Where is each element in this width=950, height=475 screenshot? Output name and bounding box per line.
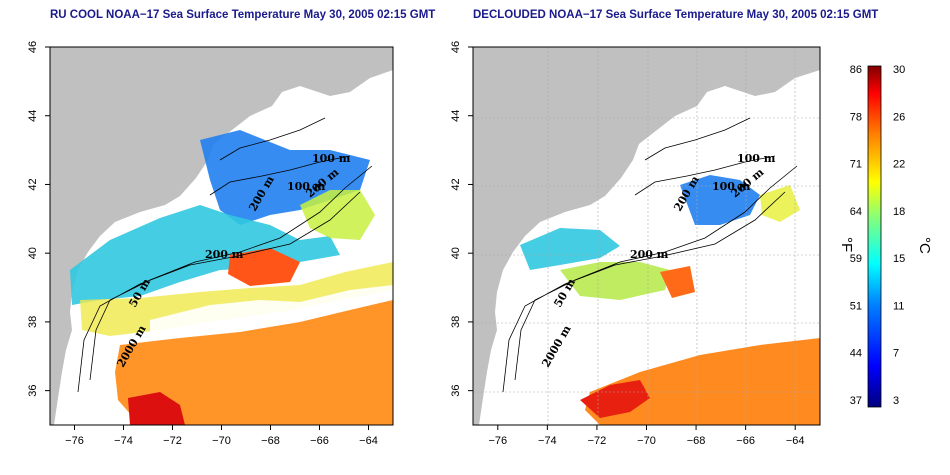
- colorbar-fahrenheit-tick: 64: [850, 206, 862, 218]
- right-graticule: [473, 47, 820, 425]
- right-ocean-red-core: [580, 380, 650, 418]
- left-ocean-cold-shelf: [200, 130, 370, 225]
- left-y-tick-label: 36: [27, 385, 39, 397]
- left-x-tick-label: −66: [310, 435, 329, 447]
- left-ocean-green-patch: [300, 190, 375, 240]
- left-contour-lines: [77, 117, 373, 393]
- left-sst-map: 100 m 100 m 200 m 200 m 200 m 2000 m 50 …: [50, 47, 393, 425]
- left-x-tick-label: −70: [212, 435, 231, 447]
- left-ocean-red-slope: [228, 248, 300, 286]
- colorbar-fahrenheit-label: °F: [838, 237, 855, 252]
- left-x-tick-label: −72: [163, 435, 182, 447]
- right-ocean-warm-body: [585, 338, 820, 425]
- colorbar-celsius-tick: 30: [893, 64, 905, 76]
- colorbar-celsius-tick: 3: [893, 395, 899, 407]
- colorbar-fahrenheit-tick: 59: [850, 253, 862, 265]
- right-map-title: DECLOUDED NOAA−17 Sea Surface Temperatur…: [473, 9, 879, 21]
- left-contour-label-200m-a: 200 m: [205, 248, 244, 261]
- left-ocean-teal-band: [70, 205, 340, 305]
- right-x-tick-label: −64: [786, 435, 805, 447]
- right-x-tick-label: −76: [488, 435, 507, 447]
- right-x-tick-label: −70: [637, 435, 656, 447]
- right-land-mass: [473, 47, 820, 425]
- colorbar-celsius-tick: 22: [893, 159, 905, 171]
- colorbar-fahrenheit-tick: 78: [850, 111, 862, 123]
- colorbar-celsius-tick: 26: [893, 111, 905, 123]
- left-contour-label-100m-a: 100 m: [312, 152, 351, 165]
- left-x-tick-label: −74: [114, 435, 133, 447]
- left-ocean-warm-body: [115, 300, 393, 425]
- left-ocean-yellow-band: [80, 262, 393, 336]
- left-cloud-streaks: [150, 285, 393, 336]
- left-x-tick-label: −64: [359, 435, 378, 447]
- colorbar-fahrenheit-tick: 86: [850, 64, 862, 76]
- right-x-tick-label: −68: [687, 435, 706, 447]
- right-contour-label-100m-b: 100 m: [712, 180, 751, 193]
- left-x-tick-label: −68: [261, 435, 280, 447]
- right-x-tick-label: −74: [538, 435, 557, 447]
- colorbar-ticks: 86 30 78 26 71 22 64 18 59 15 51 11 44 7 37 3: [850, 64, 906, 407]
- right-contour-label-200m-a: 200 m: [630, 248, 669, 261]
- right-y-tick-label: 44: [450, 110, 462, 122]
- right-ocean-teal-coast: [520, 228, 620, 270]
- left-y-tick-label: 46: [27, 41, 39, 53]
- right-y-tick-label: 38: [450, 316, 462, 328]
- left-y-tick-label: 40: [27, 247, 39, 259]
- colorbar-fahrenheit-tick: 71: [850, 159, 862, 171]
- colorbar-celsius-tick: 18: [893, 206, 905, 218]
- left-map-title: RU COOL NOAA−17 Sea Surface Temperature …: [50, 9, 436, 21]
- colorbar-celsius-tick: 7: [893, 348, 899, 360]
- right-sst-map: 100 m 100 m 200 m 200 m 200 m 2000 m 50 …: [473, 47, 820, 425]
- colorbar-fahrenheit-tick: 51: [850, 300, 862, 312]
- right-y-tick-label: 46: [450, 41, 462, 53]
- colorbar-celsius-label: °C: [916, 237, 933, 254]
- left-x-tick-label: −76: [65, 435, 84, 447]
- left-contour-label-100m-b: 100 m: [287, 180, 326, 193]
- right-contour-label-100m-a: 100 m: [737, 152, 776, 165]
- right-y-tick-label: 40: [450, 247, 462, 259]
- left-y-tick-label: 44: [27, 110, 39, 122]
- axis-ticks: −76 −74 −72 −70 −68 −66 −64 46 44 42 40 38 36 −76 −74 −…: [27, 41, 805, 447]
- left-y-tick-label: 38: [27, 316, 39, 328]
- right-y-tick-label: 42: [450, 178, 462, 190]
- right-x-tick-label: −66: [736, 435, 755, 447]
- colorbar-celsius-tick: 15: [893, 253, 905, 265]
- left-land-mass: [50, 47, 393, 425]
- right-ocean-cold-shelf: [680, 175, 760, 225]
- colorbar-fahrenheit-tick: 37: [850, 395, 862, 407]
- right-ocean-green-yellow: [560, 262, 670, 300]
- right-x-tick-label: −72: [588, 435, 607, 447]
- left-y-tick-label: 42: [27, 178, 39, 190]
- right-ocean-yellow-east: [760, 185, 800, 222]
- right-contour-lines: [502, 117, 798, 393]
- left-ocean-red-corner: [128, 392, 185, 425]
- colorbar: [867, 65, 882, 408]
- colorbar-fahrenheit-tick: 44: [850, 348, 862, 360]
- right-y-tick-label: 36: [450, 385, 462, 397]
- right-ocean-orange-slope: [660, 266, 695, 298]
- colorbar-celsius-tick: 11: [893, 300, 904, 312]
